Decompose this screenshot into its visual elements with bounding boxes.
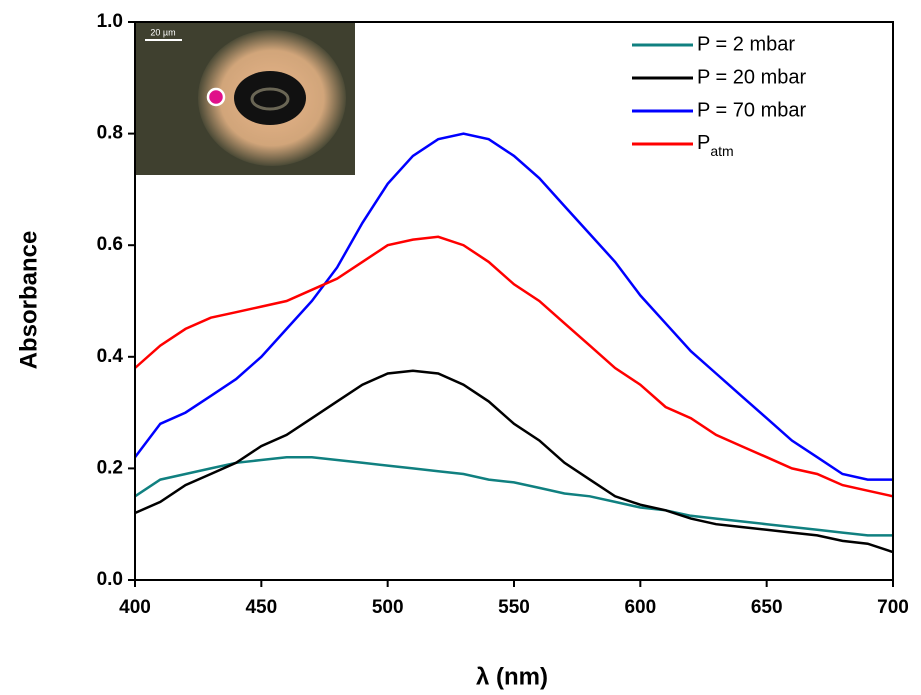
legend-label: P = 70 mbar (697, 99, 806, 121)
x-tick-label: 600 (624, 597, 656, 618)
y-tick-label: 0.8 (97, 123, 123, 144)
y-tick-label: 0.2 (97, 457, 123, 478)
y-tick-label: 0.0 (97, 569, 123, 590)
legend-label: P = 20 mbar (697, 66, 806, 88)
x-axis-label: λ (nm) (476, 663, 548, 690)
inset-marker (206, 87, 226, 107)
x-tick-label: 450 (245, 597, 277, 618)
y-tick-label: 0.6 (97, 234, 123, 255)
x-tick-label: 550 (498, 597, 530, 618)
legend-label-sub: atm (710, 143, 733, 159)
legend-label-main: P (697, 132, 710, 154)
inset-crater (234, 71, 306, 125)
legend-label: P = 2 mbar (697, 33, 795, 55)
y-tick-label: 0.4 (97, 346, 124, 367)
legend-label: Patm (697, 132, 734, 158)
x-tick-label: 400 (119, 597, 151, 618)
inset-crater-ring (250, 87, 290, 111)
x-tick-label: 650 (751, 597, 783, 618)
y-tick-label: 1.0 (97, 11, 123, 32)
inset-micrograph: 20 µm (135, 22, 355, 175)
y-axis-label: Absorbance (15, 231, 42, 370)
inset-scale-label: 20 µm (150, 27, 175, 37)
series-line (134, 369, 894, 554)
series-line (134, 132, 893, 481)
x-tick-label: 700 (877, 597, 909, 618)
series-line (134, 235, 894, 498)
series-line (134, 455, 893, 537)
x-tick-label: 500 (372, 597, 404, 618)
